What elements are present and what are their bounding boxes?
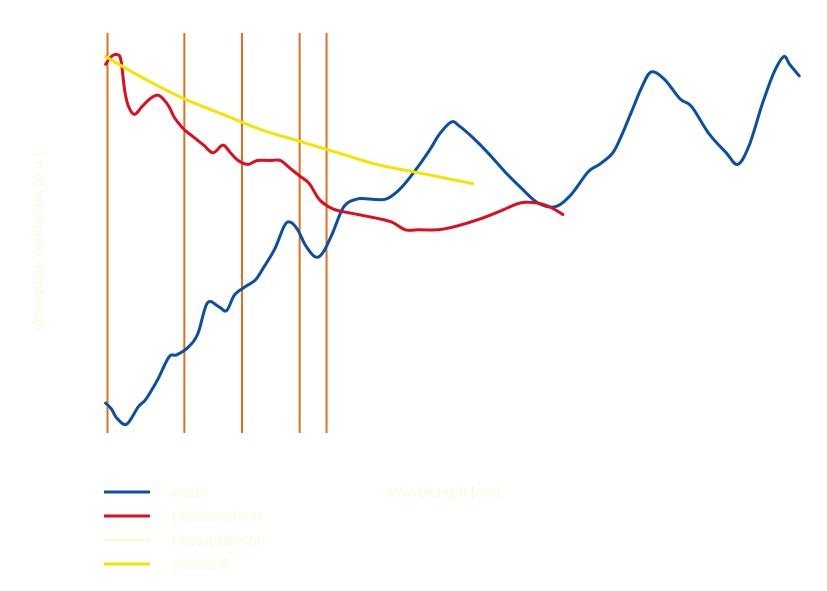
legend-label-phycoerythrin: phycoerythrin xyxy=(172,508,262,525)
legend-label-gelbstoff: gelbstoff xyxy=(172,556,229,573)
series-line-phycoerythrin xyxy=(104,52,565,232)
series-line-gelbstoff xyxy=(104,55,475,186)
y-axis-title: absorption coefficient [a.u.] xyxy=(30,152,47,331)
series-line-water xyxy=(104,54,801,427)
data-series xyxy=(104,52,801,427)
legend-label-water: water xyxy=(171,484,209,501)
legend-label-phytoplankton: phytoplankton xyxy=(172,532,265,549)
x-axis-title: Wavelength [nm] xyxy=(388,484,500,501)
legend: water phycoerythrin phytoplankton gelbstoff xyxy=(104,484,265,573)
reference-lines xyxy=(106,33,328,433)
